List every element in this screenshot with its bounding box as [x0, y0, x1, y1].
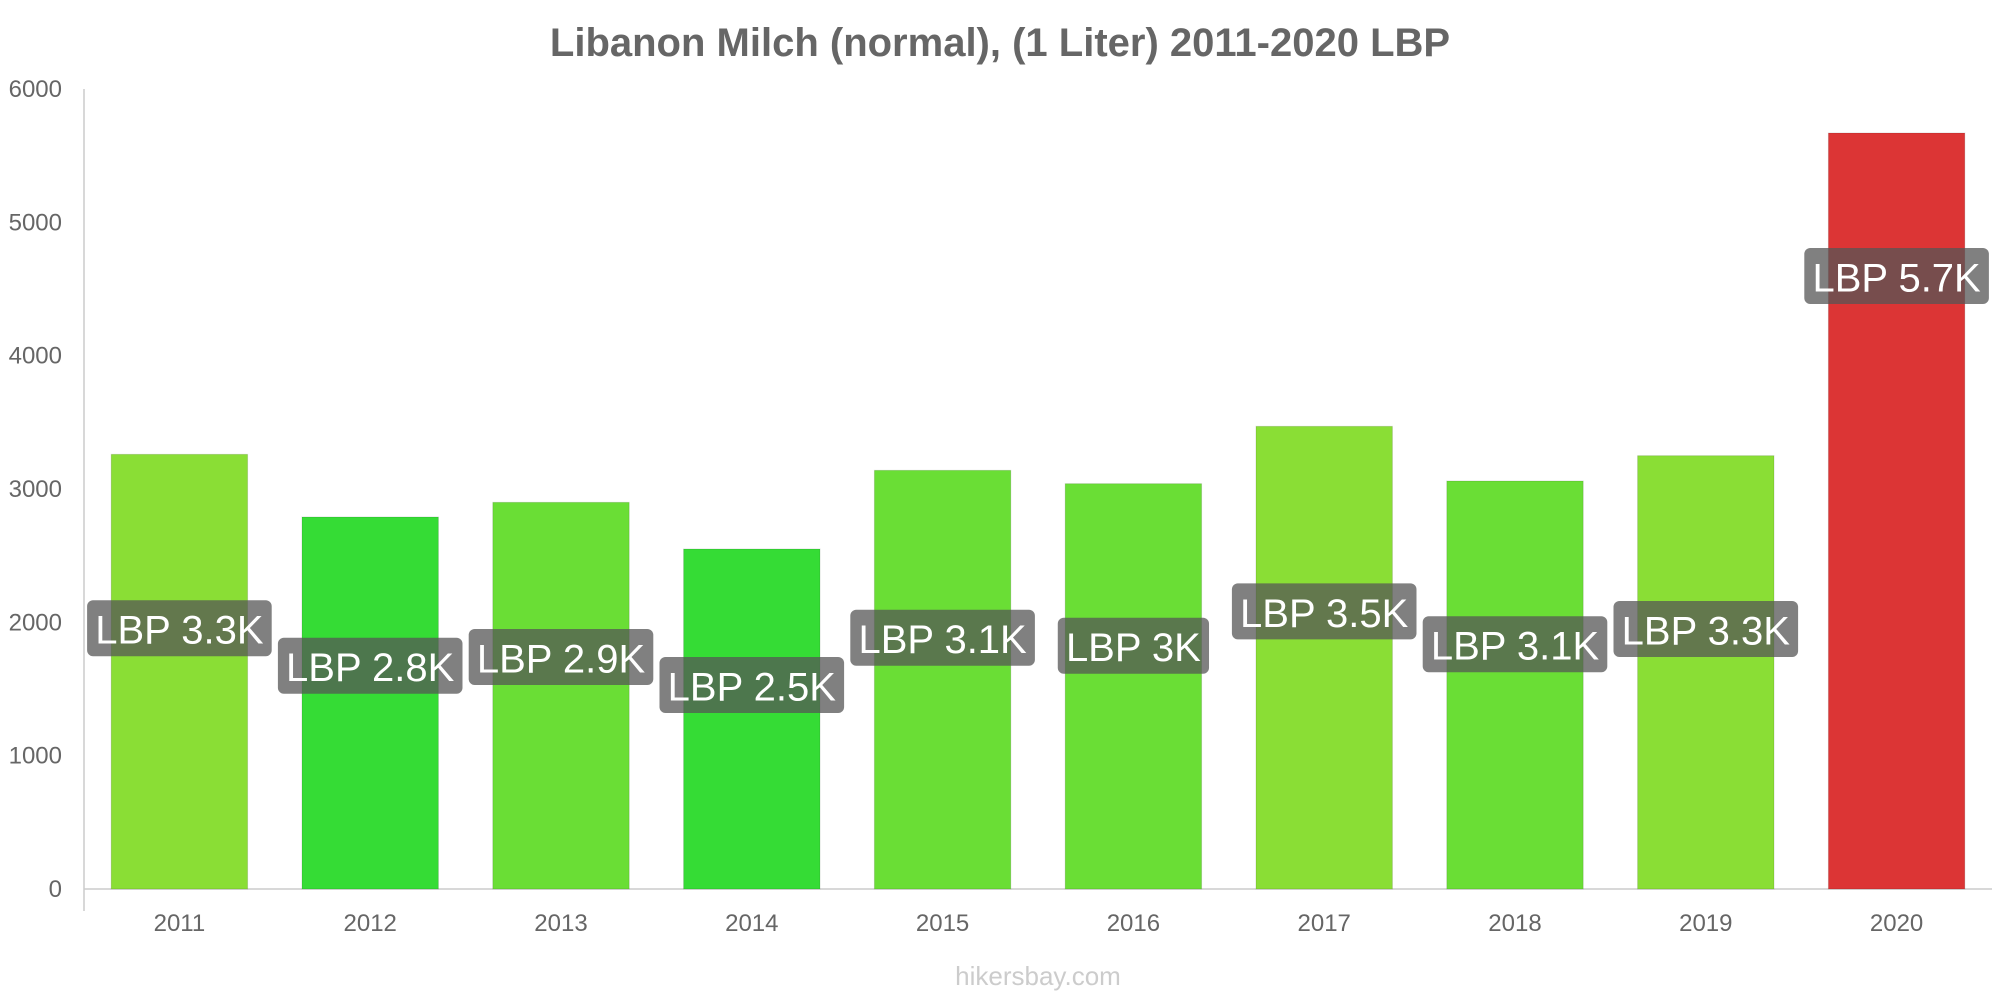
y-tick-label: 2000 — [9, 609, 62, 636]
data-label: LBP 5.7K — [1804, 248, 1989, 304]
bar — [1827, 132, 1966, 890]
bar — [683, 548, 821, 890]
y-tick-label: 6000 — [9, 76, 62, 103]
data-label-text: LBP 3.3K — [1622, 609, 1791, 653]
x-tick-label: 2011 — [154, 910, 206, 937]
watermark: hikersbay.com — [955, 961, 1121, 991]
bars — [110, 132, 1966, 890]
y-tick-label: 5000 — [9, 209, 62, 236]
x-tick-label: 2012 — [344, 910, 397, 937]
data-label-text: LBP 2.9K — [477, 637, 646, 681]
data-label: LBP 3K — [1057, 617, 1210, 674]
data-label-box — [1613, 601, 1799, 657]
bar — [1446, 480, 1584, 890]
x-tick-label: 2015 — [916, 910, 969, 937]
y-tick-label: 4000 — [9, 343, 62, 370]
data-label-box — [850, 609, 1035, 666]
data-label-text: LBP 2.5K — [668, 665, 837, 709]
bar — [873, 469, 1012, 890]
bar — [1637, 455, 1775, 890]
data-label: LBP 3.1K — [1422, 616, 1608, 673]
data-label-box — [659, 657, 845, 713]
data-label-box — [277, 637, 463, 694]
data-label-box — [1804, 248, 1989, 304]
data-label: LBP 2.5K — [659, 657, 845, 713]
bar — [492, 501, 630, 890]
data-label-box — [468, 629, 654, 685]
x-tick-label: 2013 — [534, 910, 587, 937]
chart-title: Libanon Milch (normal), (1 Liter) 2011-2… — [550, 21, 1450, 65]
y-tick-label: 0 — [49, 876, 62, 903]
y-tick-label: 1000 — [9, 743, 62, 770]
data-label-text: LBP 5.7K — [1812, 256, 1981, 300]
bar — [1255, 425, 1393, 890]
x-tick-label: 2018 — [1488, 910, 1541, 937]
data-label-box — [1231, 583, 1417, 640]
x-tick-label: 2020 — [1870, 910, 1923, 937]
data-label-text: LBP 3.1K — [858, 618, 1027, 662]
data-label: LBP 3.3K — [1613, 601, 1799, 657]
x-tick-label: 2019 — [1679, 910, 1732, 937]
data-label-text: LBP 3.1K — [1431, 625, 1600, 669]
x-tick-label: 2014 — [725, 910, 778, 937]
x-tick-label: 2016 — [1107, 910, 1160, 937]
data-label-text: LBP 3.5K — [1240, 592, 1409, 636]
data-labels: LBP 3.3K LBP 2.8K LBP 2.9K LBP 2.5K LBP 3.1K… — [87, 248, 1989, 713]
x-tick-label: 2017 — [1298, 910, 1351, 937]
data-label: LBP 2.8K — [277, 637, 463, 694]
data-label-text: LBP 3.3K — [95, 609, 264, 653]
data-label-box — [1422, 616, 1608, 673]
data-label-text: LBP 3K — [1066, 626, 1201, 670]
data-label: LBP 3.5K — [1231, 583, 1417, 640]
bar — [110, 453, 249, 890]
data-label-box — [1057, 617, 1210, 674]
data-label: LBP 3.3K — [87, 600, 272, 657]
y-axis: 0 1000 2000 3000 4000 5000 6000 — [9, 76, 85, 911]
y-tick-label: 3000 — [9, 476, 62, 503]
data-label-box — [87, 600, 272, 657]
x-axis: 2011 2012 2013 2014 2015 2016 2017 2018 2019 2020 — [84, 888, 1992, 937]
data-label: LBP 3.1K — [850, 609, 1035, 666]
bar — [1064, 483, 1203, 890]
data-label: LBP 2.9K — [468, 629, 654, 685]
data-label-text: LBP 2.8K — [286, 646, 455, 690]
bar — [301, 516, 439, 890]
